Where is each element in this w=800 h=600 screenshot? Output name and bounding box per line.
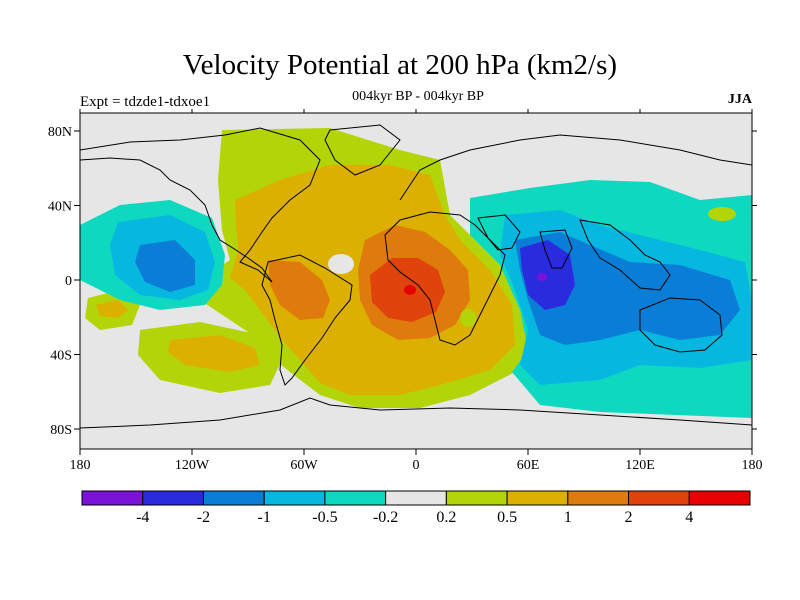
contour-patch-npacific [708, 207, 736, 221]
contour-positive-1 [268, 260, 330, 320]
lon-tick-label: 180 [742, 458, 763, 473]
colorbar: -4 -2 -1 -0.5 -0.2 0.2 0.5 1 2 4 [81, 490, 751, 526]
colorbar-label: 4 [685, 509, 693, 526]
coast-arabia [477, 214, 521, 251]
map-ticks: 180 120W 60W 0 60E 120E 180 80N 40N 0 40S 80S [48, 109, 763, 473]
lat-tick-label: 80S [50, 423, 72, 438]
coast-australia [639, 297, 723, 353]
colorbar-label: -0.5 [312, 509, 337, 526]
colorbar-swatch [445, 490, 508, 506]
contour-negative-io-1 [515, 232, 740, 345]
lon-tick-label: 60W [290, 458, 318, 473]
lat-tick-label: 40N [48, 200, 72, 215]
colorbar-label: 1 [564, 509, 572, 526]
contour-field [80, 113, 752, 449]
lat-tick-label: 40S [50, 349, 72, 364]
contour-negative-io-2 [520, 240, 575, 310]
contour-positive-4 [404, 285, 416, 295]
contour-positive-sp-west-0.5 [96, 300, 128, 318]
colorbar-swatch [506, 490, 569, 506]
lon-tick-label: 0 [413, 458, 420, 473]
colorbar-label: -0.2 [373, 509, 398, 526]
coast-africa [384, 211, 506, 346]
colorbar-label: 0.2 [436, 509, 456, 526]
season-label: JJA [727, 92, 752, 107]
lon-tick-label: 180 [70, 458, 91, 473]
map-title: Velocity Potential at 200 hPa (km2/s) [182, 49, 618, 81]
contour-negative-ep-1 [135, 240, 195, 292]
coast-india [539, 229, 573, 269]
colorbar-swatch [688, 490, 751, 506]
colorbar-label: -1 [258, 509, 271, 526]
experiment-label: Expt = tdzde1-tdxoe1 [80, 94, 211, 110]
lon-tick-label: 120E [625, 458, 655, 473]
lat-tick-label: 0 [65, 274, 72, 289]
colorbar-label: -2 [197, 509, 210, 526]
coast-north-america [80, 127, 321, 283]
coast-greenland [324, 124, 401, 176]
colorbar-swatch [202, 490, 265, 506]
colorbar-label: -4 [136, 509, 149, 526]
contour-positive-sp-0.5 [168, 335, 260, 372]
coastlines [80, 124, 752, 429]
colorbar-swatch [628, 490, 690, 506]
lon-tick-label: 120W [175, 458, 210, 473]
map-subtitle: 004kyr BP - 004kyr BP [352, 89, 484, 104]
colorbar-swatch [142, 490, 204, 506]
coast-antarctica [80, 397, 752, 429]
coast-europe [399, 134, 752, 201]
colorbar-swatch [385, 490, 447, 506]
coast-south-america [261, 254, 353, 386]
colorbar-label: 2 [625, 509, 633, 526]
lon-tick-label: 60E [517, 458, 540, 473]
colorbar-label: 0.5 [497, 509, 517, 526]
colorbar-swatch [567, 490, 630, 506]
contour-neutral-hole-2 [460, 309, 476, 327]
coast-southeast-asia [579, 219, 671, 291]
colorbar-swatch [324, 490, 387, 506]
colorbar-swatch [81, 490, 144, 506]
colorbar-swatch [263, 490, 326, 506]
contour-neutral-hole [328, 254, 354, 274]
contour-negative-io-4 [537, 273, 547, 281]
lat-tick-label: 80N [48, 125, 72, 140]
